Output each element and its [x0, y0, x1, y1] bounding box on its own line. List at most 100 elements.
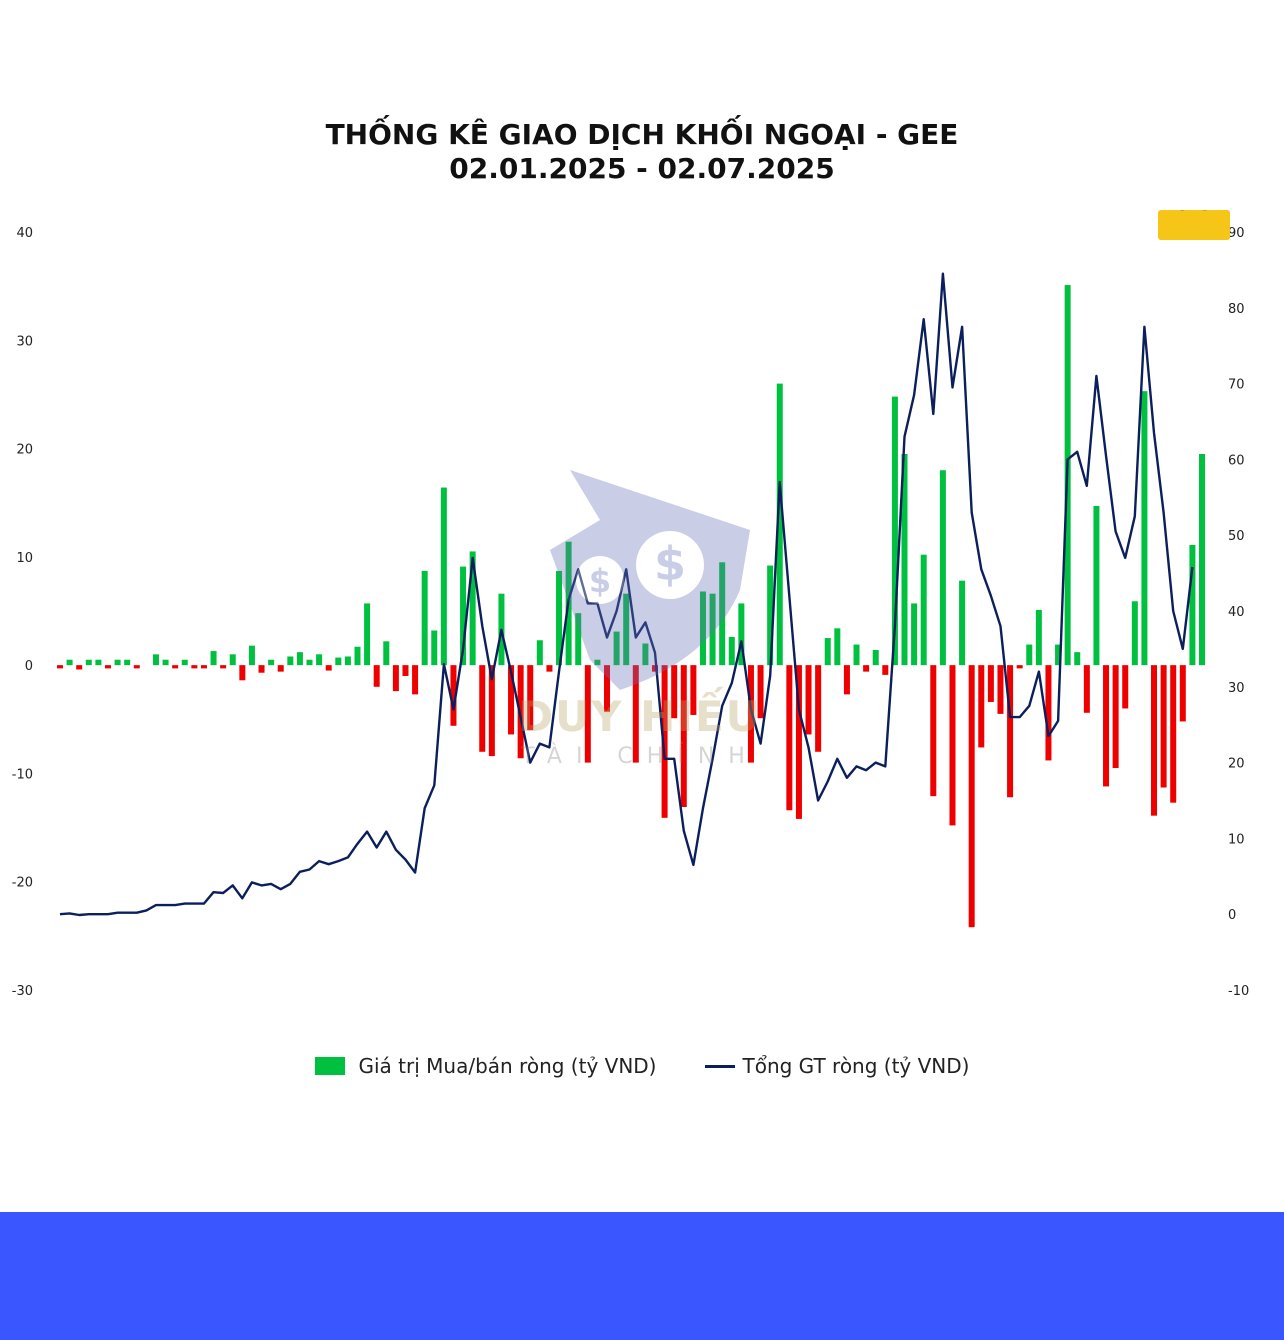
- bar-negative: [863, 665, 870, 672]
- left-axis-tick: -10: [12, 767, 33, 782]
- bar-positive: [114, 659, 121, 666]
- bar-positive: [181, 659, 188, 666]
- left-axis-tick: 20: [16, 443, 33, 458]
- bar-negative: [747, 665, 754, 763]
- bar-positive: [728, 636, 735, 666]
- bar-positive: [623, 593, 630, 666]
- bar-negative: [786, 665, 793, 811]
- left-axis-tick: 10: [16, 551, 33, 566]
- bar-negative: [690, 665, 697, 715]
- bar-negative: [239, 665, 246, 681]
- bar-positive: [1093, 505, 1100, 666]
- bar-positive: [85, 659, 92, 666]
- bar-positive: [364, 603, 371, 666]
- bar-negative: [815, 665, 822, 752]
- bar-negative: [604, 665, 611, 712]
- bar-positive: [613, 631, 620, 666]
- bar-negative: [671, 665, 678, 719]
- bar-positive: [901, 453, 908, 666]
- bar-negative: [1007, 665, 1014, 798]
- bar-positive: [738, 603, 745, 666]
- legend-label-bars: Giá trị Mua/bán ròng (tỷ VND): [358, 1054, 657, 1078]
- bar-negative: [133, 665, 140, 669]
- bar-positive: [1199, 453, 1205, 666]
- bar-positive: [95, 659, 102, 666]
- bar-positive: [306, 659, 313, 666]
- legend-item-bars: Giá trị Mua/bán ròng (tỷ VND): [314, 1054, 657, 1078]
- bar-negative: [172, 665, 179, 669]
- bar-negative: [450, 665, 457, 726]
- bar-negative: [882, 665, 889, 675]
- bar-positive: [210, 651, 217, 666]
- right-axis-tick: 70: [1228, 378, 1245, 393]
- bar-positive: [1189, 544, 1196, 666]
- bar-positive: [335, 657, 342, 666]
- bar-negative: [757, 665, 764, 719]
- bar-positive: [891, 396, 898, 666]
- bar-negative: [1160, 665, 1167, 788]
- right-axis-tick: 30: [1228, 681, 1245, 696]
- bar-positive: [1055, 644, 1062, 666]
- bar-negative: [661, 665, 668, 818]
- bar-negative: [795, 665, 802, 819]
- chart-title-line1: THỐNG KÊ GIAO DỊCH KHỐI NGOẠI - GEE: [325, 118, 959, 151]
- legend-swatch-bars: [314, 1057, 345, 1075]
- bar-negative: [392, 665, 399, 692]
- right-axis-tick: 50: [1228, 529, 1245, 544]
- chart-title: THỐNG KÊ GIAO DỊCH KHỐI NGOẠI - GEE 02.0…: [0, 118, 1284, 186]
- bar-negative: [1179, 665, 1186, 722]
- right-axis-tick: 90: [1228, 226, 1245, 241]
- bar-positive: [268, 659, 275, 666]
- bar-negative: [1083, 665, 1090, 713]
- bar-negative: [220, 665, 227, 669]
- bar-positive: [229, 654, 236, 666]
- bar-positive: [152, 654, 159, 666]
- bar-negative: [997, 665, 1004, 714]
- last-value-badge: [1158, 210, 1230, 240]
- bar-positive: [344, 656, 351, 666]
- bar-positive: [776, 383, 783, 666]
- bar-negative: [1122, 665, 1129, 709]
- bar-positive: [594, 659, 601, 666]
- bar-positive: [719, 562, 726, 666]
- cumulative-line: [59, 272, 1194, 917]
- bar-positive: [124, 659, 131, 666]
- legend-swatch-line: [704, 1064, 735, 1068]
- bar-positive: [296, 652, 303, 666]
- bar-positive: [556, 570, 563, 666]
- bar-negative: [325, 665, 332, 671]
- bar-positive: [767, 565, 774, 666]
- legend-item-line: Tổng GT ròng (tỷ VND): [704, 1054, 970, 1078]
- bar-negative: [680, 665, 687, 807]
- bar-positive: [1035, 609, 1042, 666]
- bar-negative: [1103, 665, 1110, 787]
- bar-positive: [1131, 601, 1138, 666]
- legend-label-line: Tổng GT ròng (tỷ VND): [742, 1054, 970, 1078]
- bar-negative: [258, 665, 265, 673]
- bar-negative: [651, 665, 658, 672]
- bar-negative: [584, 665, 591, 763]
- bar-negative: [978, 665, 985, 748]
- last-value-label: 45.81: [1162, 210, 1225, 215]
- bar-negative: [968, 665, 975, 928]
- bar-positive: [460, 566, 467, 666]
- bar-positive: [383, 641, 390, 666]
- bar-negative: [1016, 665, 1023, 669]
- bar-negative: [632, 665, 639, 763]
- bar-negative: [1170, 665, 1177, 803]
- bar-positive: [469, 551, 476, 666]
- bar-positive: [642, 643, 649, 666]
- bar-positive: [248, 645, 255, 666]
- right-axis-tick: 40: [1228, 605, 1245, 620]
- bar-positive: [1074, 652, 1081, 666]
- bar-negative: [546, 665, 553, 672]
- bar-negative: [843, 665, 850, 695]
- bar-negative: [949, 665, 956, 826]
- bar-negative: [104, 665, 111, 669]
- left-axis-tick: -20: [12, 876, 33, 891]
- bar-negative: [930, 665, 937, 797]
- bar-positive: [853, 644, 860, 666]
- bar-positive: [421, 570, 428, 666]
- right-axis-tick: 80: [1228, 302, 1245, 317]
- chart-legend: Giá trị Mua/bán ròng (tỷ VND) Tổng GT rò…: [0, 1054, 1284, 1078]
